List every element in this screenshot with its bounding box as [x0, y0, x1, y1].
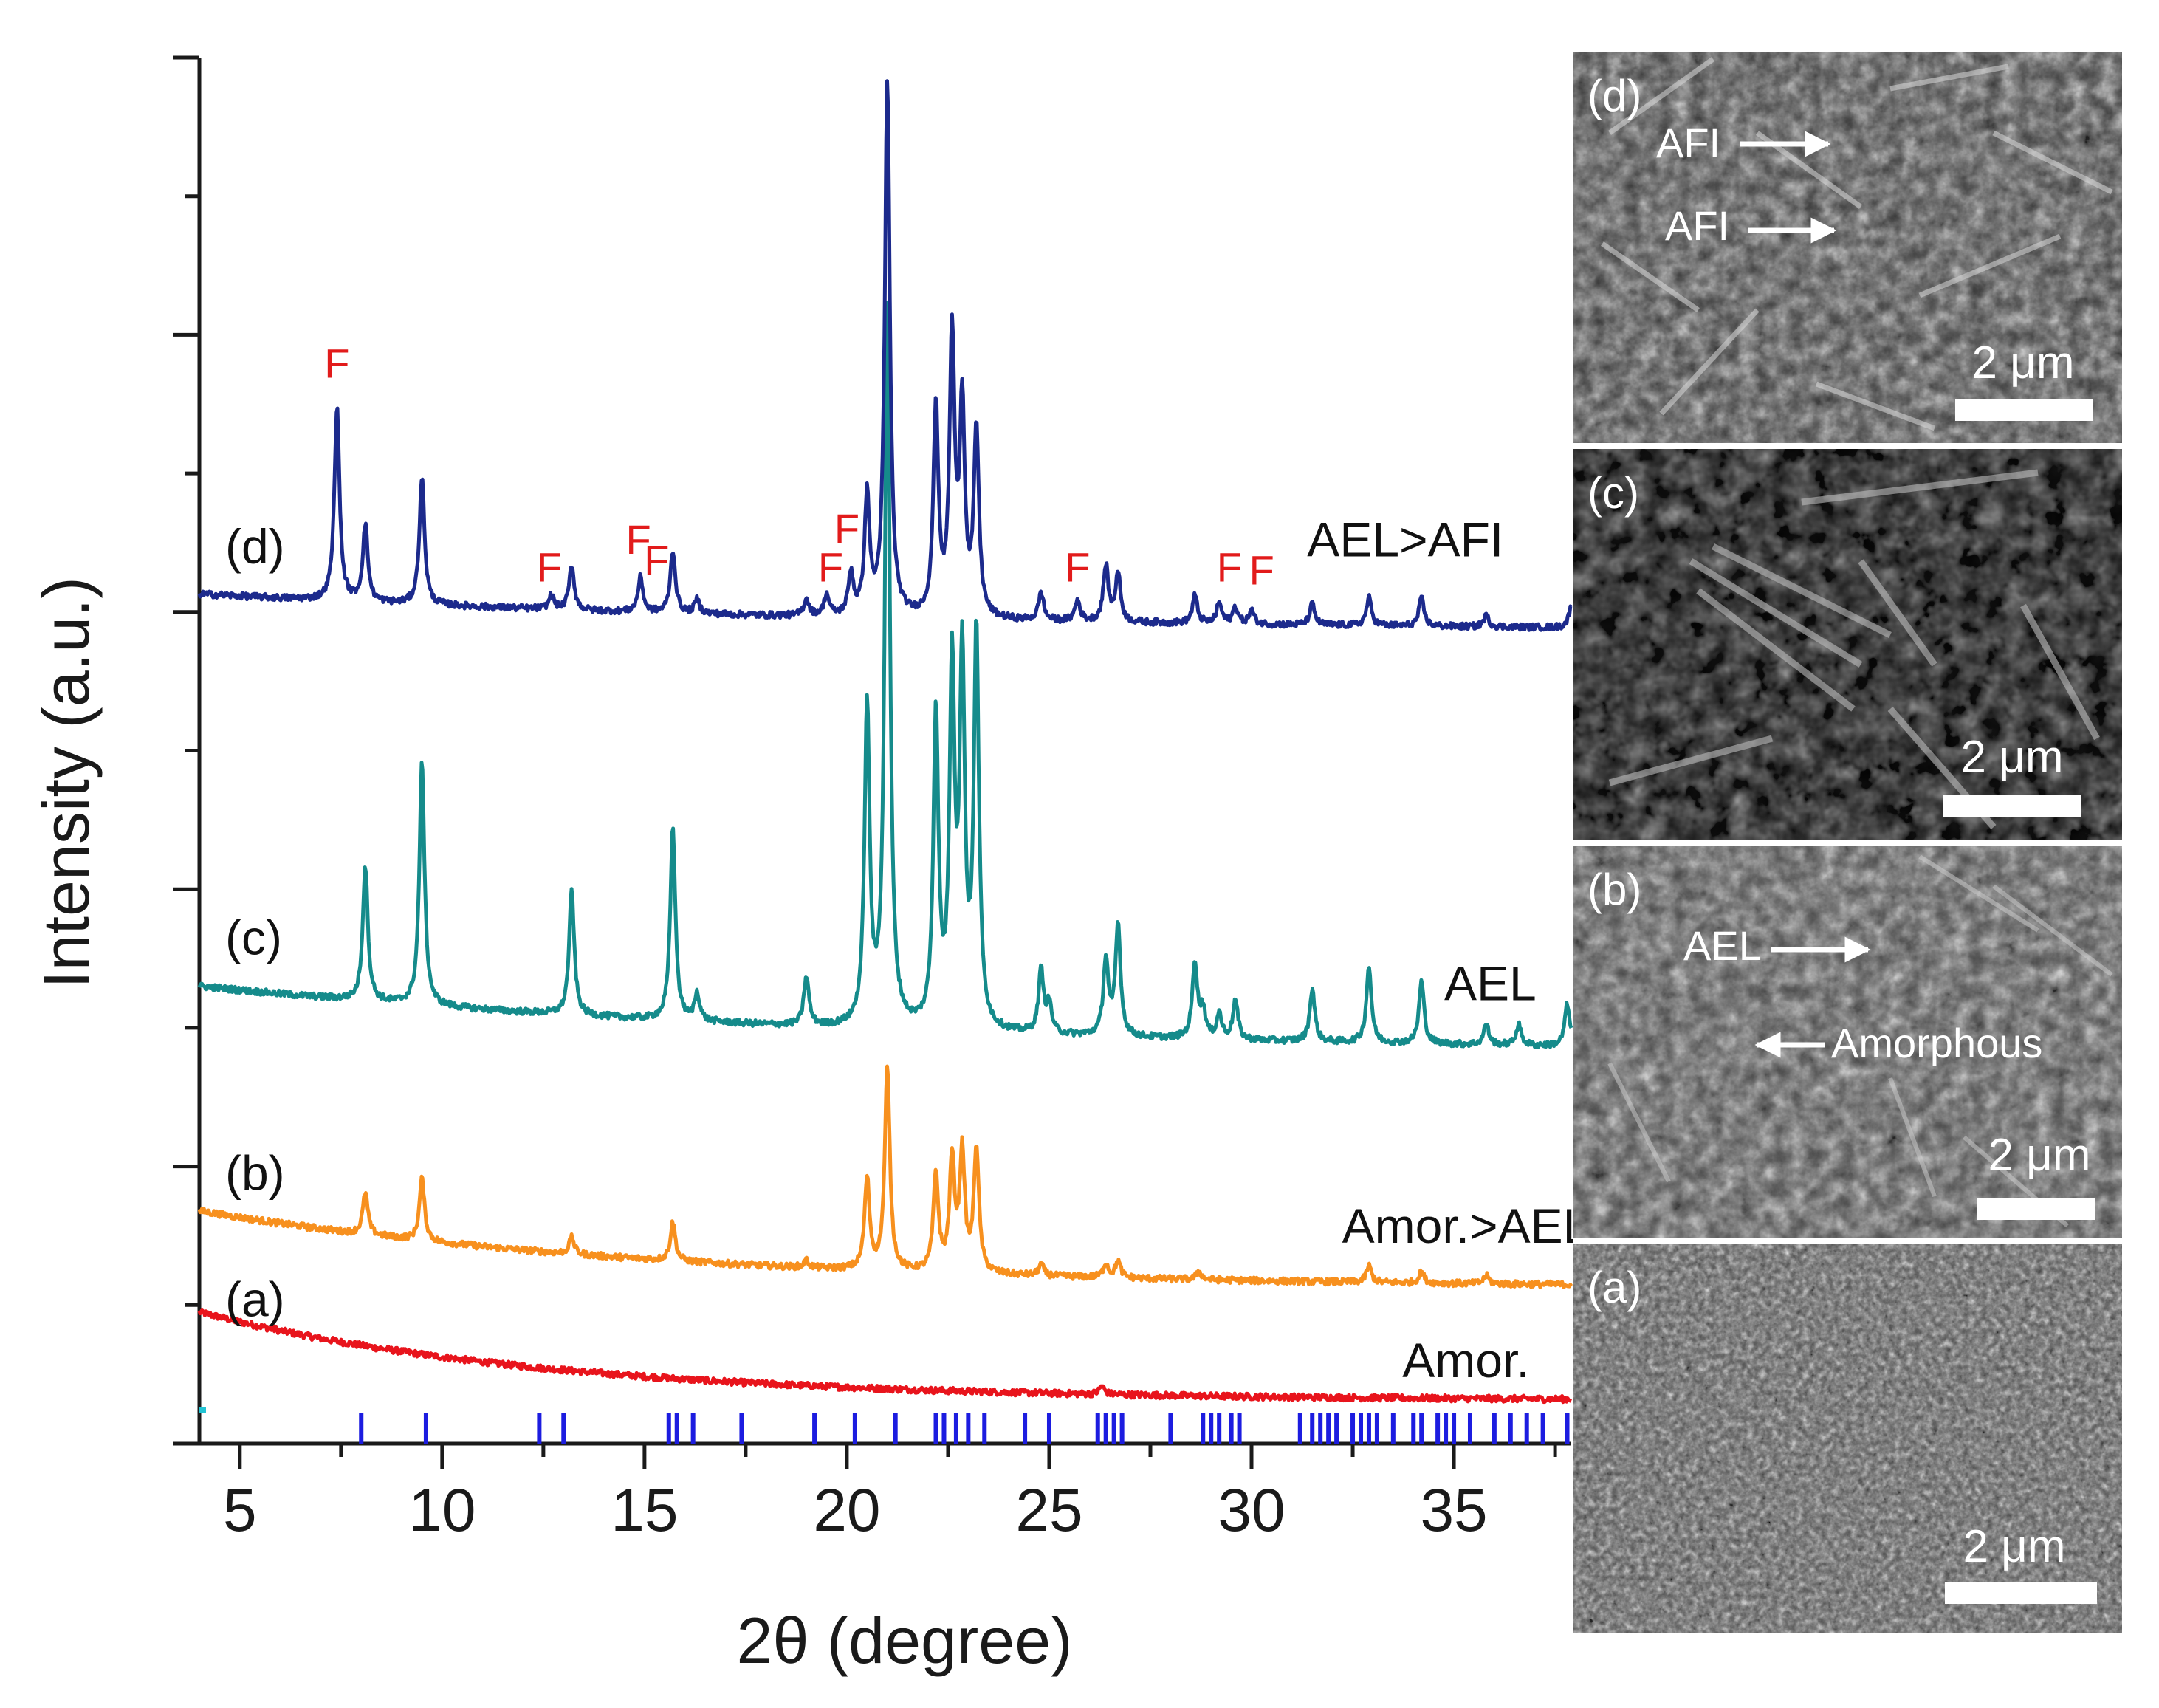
curve-tag-a: (a) — [225, 1272, 285, 1326]
f-marker: F — [1217, 544, 1242, 591]
y-axis-title: Intensity (a.u.) — [30, 577, 103, 989]
curve-tag-b: (b) — [225, 1146, 285, 1201]
xrd-curves — [197, 79, 1573, 1405]
x-tick-label: 25 — [1015, 1477, 1082, 1544]
x-tick-label: 20 — [813, 1477, 880, 1544]
curve-name-b: Amor.>AEL — [1342, 1198, 1590, 1253]
xrd-curve-d — [197, 79, 1573, 632]
x-axis-title: 2θ (degree) — [737, 1604, 1073, 1677]
f-marker: F — [644, 537, 669, 583]
scale-bar-a — [1945, 1582, 2097, 1604]
sem-panel-b: (b) AEL Amorphous 2 μm — [1573, 846, 2122, 1238]
curve-name-d: AEL>AFI — [1307, 512, 1503, 567]
f-marker: F — [834, 505, 859, 552]
y-axis-ticks — [173, 55, 199, 1446]
sem-rods-c — [1608, 469, 2100, 829]
sem-annotation-amorphous: Amorphous — [1831, 1020, 2042, 1066]
x-tick-label: 5 — [223, 1477, 257, 1544]
sem-panel-label-d: (d) — [1588, 71, 1641, 120]
sem-panel-d: (d) AFI AFI 2 μm — [1573, 52, 2122, 443]
x-axis-tick-labels: 5 10 15 20 25 30 35 — [223, 1477, 1488, 1544]
sem-panel-c: (c) 2 μm — [1573, 449, 2122, 840]
curve-tag-c: (c) — [225, 910, 282, 964]
sem-panels: (d) AFI AFI 2 μm (c) 2 μm — [1573, 52, 2122, 1633]
xrd-curve-a — [197, 1308, 1573, 1405]
reference-pattern-ticks — [359, 1413, 1570, 1444]
scale-bar-label-b: 2 μm — [1988, 1130, 2090, 1181]
scale-bar-label-a: 2 μm — [1963, 1521, 2065, 1572]
x-tick-label: 35 — [1420, 1477, 1487, 1544]
x-tick-label: 15 — [611, 1477, 678, 1544]
start-point-marker — [199, 1407, 206, 1413]
curve-tag-d: (d) — [225, 519, 285, 574]
sem-panel-label-b: (b) — [1588, 865, 1641, 914]
scale-bar-label-d: 2 μm — [1971, 337, 2074, 388]
curve-name-a: Amor. — [1402, 1333, 1529, 1388]
sem-annotation-afi-1: AFI — [1656, 120, 1720, 166]
xrd-curve-c — [197, 301, 1573, 1049]
f-marker: F — [1065, 544, 1090, 591]
sem-annotation-afi-2: AFI — [1665, 202, 1729, 249]
f-marker: F — [1249, 546, 1274, 593]
sem-panel-label-a: (a) — [1588, 1263, 1641, 1312]
scale-bar-d — [1955, 399, 2093, 421]
f-marker: F — [324, 340, 349, 387]
scale-bar-b — [1977, 1198, 2096, 1220]
sem-panel-a: (a) 2 μm — [1573, 1244, 2122, 1633]
x-tick-label: 10 — [408, 1477, 476, 1544]
curve-name-c: AEL — [1444, 956, 1537, 1010]
x-tick-label: 30 — [1218, 1477, 1285, 1544]
sem-annotation-ael: AEL — [1683, 922, 1762, 969]
sem-rods-d — [1601, 57, 2113, 431]
f-marker: F — [626, 516, 651, 563]
xrd-curve-b — [197, 1064, 1573, 1289]
f-marker: F — [537, 544, 562, 591]
scale-bar-label-c: 2 μm — [1960, 732, 2063, 783]
f-marker: F — [818, 544, 843, 591]
xrd-plot: 5 10 15 20 25 30 35 (a) Amor. (b) Amor.>AEL (c) AEL… — [173, 55, 1590, 1544]
curve-labels: (a) Amor. (b) Amor.>AEL (c) AEL (d) AEL>AFI — [225, 512, 1590, 1388]
x-axis-ticks — [238, 1444, 1557, 1469]
scale-bar-c — [1943, 795, 2081, 817]
sem-panel-label-c: (c) — [1588, 468, 1639, 518]
